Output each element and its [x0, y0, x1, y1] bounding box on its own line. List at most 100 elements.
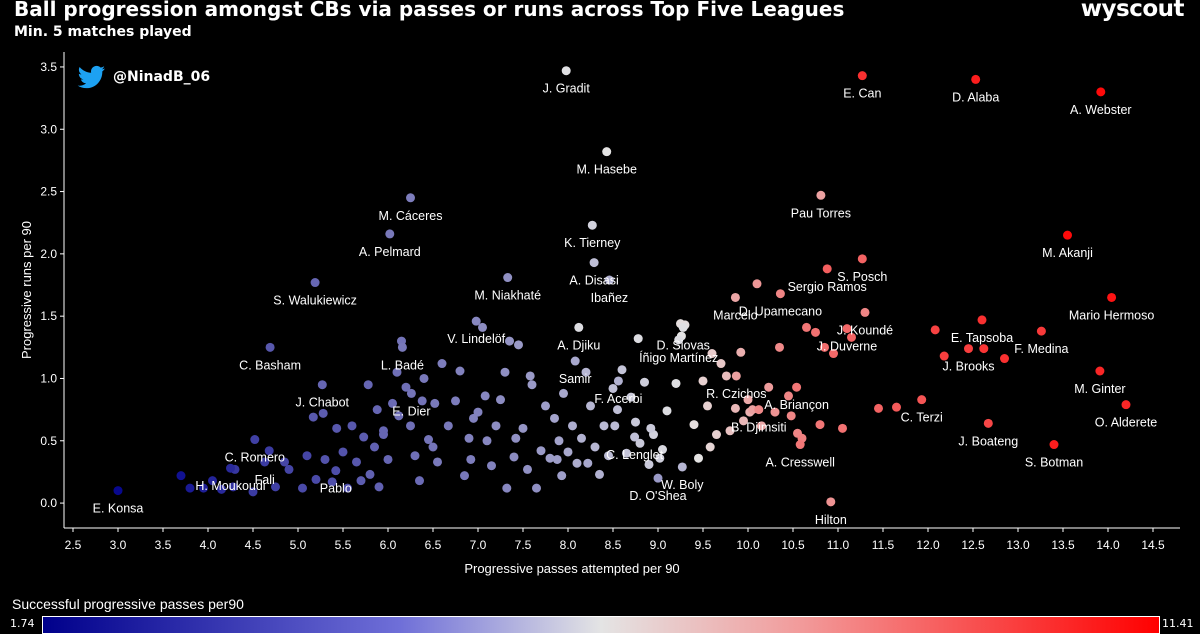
data-point — [608, 383, 618, 393]
data-point — [332, 423, 342, 433]
data-point — [430, 398, 440, 408]
data-point-labeled — [570, 356, 580, 366]
data-point — [633, 334, 643, 344]
x-tick-label: 9.5 — [695, 538, 712, 552]
data-point — [583, 458, 593, 468]
x-tick-label: 12.5 — [961, 538, 985, 552]
data-point — [176, 471, 186, 481]
point-label: J. Boateng — [958, 434, 1018, 448]
data-point — [464, 433, 474, 443]
data-point — [532, 483, 541, 493]
point-label: J. Duverne — [817, 340, 877, 354]
data-point — [786, 411, 796, 421]
data-point — [455, 366, 465, 376]
data-point-labeled — [602, 147, 612, 157]
data-point-labeled — [857, 71, 867, 81]
data-point-labeled — [822, 264, 832, 274]
data-point — [401, 382, 411, 392]
data-point — [363, 380, 373, 390]
point-label: E. Dier — [392, 404, 430, 418]
data-point-labeled — [587, 220, 597, 230]
data-point — [487, 461, 496, 471]
point-label: F. Acerbi — [594, 392, 642, 406]
data-point-labeled — [260, 457, 270, 467]
data-point — [764, 382, 774, 392]
data-point-labeled — [792, 382, 802, 392]
data-point — [655, 453, 665, 463]
point-label: J. Gradit — [543, 82, 591, 96]
y-tick-label: 0.5 — [40, 434, 57, 448]
data-point-labeled — [678, 322, 688, 332]
data-point — [327, 477, 337, 487]
data-point-labeled — [842, 324, 852, 334]
point-label: A. Cresswell — [765, 456, 834, 470]
data-point — [979, 344, 989, 354]
data-point-labeled — [775, 289, 785, 299]
x-tick-label: 7.5 — [515, 538, 532, 552]
data-point — [604, 451, 613, 461]
data-point — [671, 378, 681, 388]
data-point-labeled — [860, 307, 870, 317]
y-axis-label: Progressive runs per 90 — [19, 221, 34, 359]
x-tick-label: 13.0 — [1006, 538, 1030, 552]
data-point — [394, 411, 404, 421]
point-label: M. Hasebe — [576, 163, 636, 177]
x-tick-label: 13.5 — [1051, 538, 1075, 552]
x-tick-label: 4.5 — [245, 538, 262, 552]
data-point — [271, 482, 280, 492]
data-point — [511, 433, 521, 443]
point-label: D. O'Shea — [629, 489, 686, 503]
data-point — [359, 432, 369, 442]
data-point — [443, 421, 453, 431]
point-label: A. Pelmard — [359, 245, 421, 259]
data-point — [419, 373, 429, 383]
data-point-labeled — [674, 335, 684, 345]
point-label: S. Walukiewicz — [273, 294, 357, 308]
data-point — [725, 426, 735, 436]
data-point — [707, 349, 717, 359]
data-point — [610, 421, 620, 431]
data-point — [428, 442, 438, 452]
data-point — [577, 433, 586, 443]
data-point-labeled — [250, 435, 260, 445]
data-point-labeled — [677, 462, 687, 472]
point-label: C. Lenglet — [606, 448, 664, 462]
data-point — [451, 396, 460, 406]
x-tick-label: 11.0 — [827, 538, 850, 552]
point-label: V. Lindelöf — [447, 332, 505, 346]
x-tick-label: 14.0 — [1096, 538, 1120, 552]
point-label: O. Alderete — [1095, 416, 1158, 430]
point-label: Íñigo Martínez — [639, 350, 718, 365]
data-point — [410, 451, 420, 461]
x-tick-label: 10.0 — [736, 538, 760, 552]
data-point — [752, 279, 762, 289]
data-point — [939, 351, 949, 361]
point-label: M. Akanji — [1042, 246, 1093, 260]
data-point — [500, 367, 510, 377]
x-tick-label: 10.5 — [781, 538, 805, 552]
data-point — [217, 484, 226, 494]
point-label: A. Djiku — [557, 338, 600, 352]
data-point-labeled — [503, 273, 513, 283]
x-tick-label: 3.0 — [110, 538, 127, 552]
point-label: D. Upamecano — [739, 305, 822, 319]
data-point — [208, 476, 217, 486]
data-point-labeled — [397, 342, 407, 352]
data-point — [502, 483, 512, 493]
point-label: J. Koundé — [837, 323, 893, 337]
colorbar-title: Successful progressive passes per90 — [12, 596, 244, 612]
data-point — [689, 420, 699, 430]
y-tick-label: 1.5 — [40, 309, 57, 323]
x-tick-label: 4.0 — [200, 538, 217, 552]
x-tick-label: 12.0 — [916, 538, 940, 552]
chart-subtitle: Min. 5 matches played — [14, 24, 192, 40]
data-point — [770, 407, 780, 417]
data-point — [347, 421, 357, 431]
data-point — [739, 416, 748, 426]
colorbar-min-label: 1.74 — [10, 617, 35, 630]
data-point-labeled — [613, 376, 623, 386]
data-point — [736, 347, 746, 357]
y-tick-label: 0.0 — [40, 496, 57, 510]
data-points — [113, 66, 1131, 507]
point-label: C. Romero — [225, 451, 285, 465]
